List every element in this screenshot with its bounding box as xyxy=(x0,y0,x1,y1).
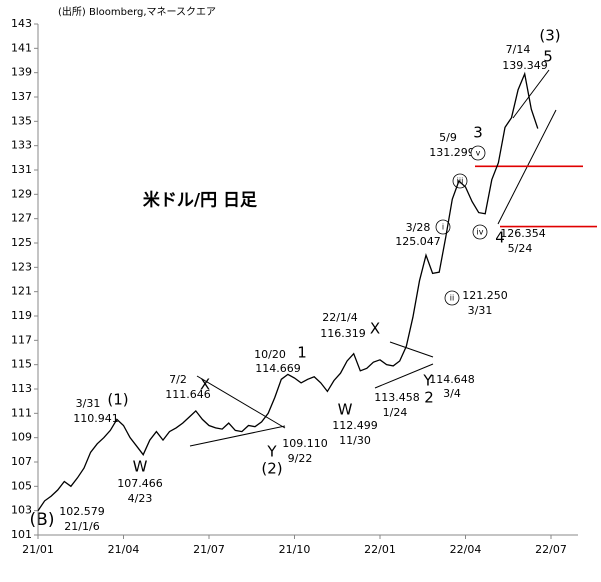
annotation: W xyxy=(338,401,353,419)
x-tick-label: 21/04 xyxy=(108,543,140,556)
annotation: 7/2 xyxy=(169,373,187,386)
x-tick-label: 22/04 xyxy=(450,543,482,556)
y-tick-label: 103 xyxy=(11,504,32,517)
y-tick-label: 131 xyxy=(11,163,32,176)
annotation: 126.354 xyxy=(500,227,546,240)
y-tick-label: 117 xyxy=(11,333,32,346)
x-tick-label: 21/01 xyxy=(22,543,54,556)
annotation: 121.250 xyxy=(462,289,508,302)
y-tick-label: 109 xyxy=(11,431,32,444)
annotation: 3/31 xyxy=(468,304,493,317)
wave-circle xyxy=(470,145,486,161)
wave-circle xyxy=(444,290,460,306)
y-tick-label: 123 xyxy=(11,260,32,273)
annotation: 116.319 xyxy=(320,327,366,340)
annotation: 7/14 xyxy=(506,43,531,56)
annotation: 1 xyxy=(297,344,307,362)
y-tick-label: 143 xyxy=(11,17,32,30)
annotation: (B) xyxy=(30,510,55,530)
y-tick-label: 133 xyxy=(11,139,32,152)
annotation: 10/20 xyxy=(254,348,286,361)
annotation: (2) xyxy=(261,460,282,478)
annotation: 111.646 xyxy=(165,388,211,401)
annotation: ii xyxy=(450,294,454,303)
annotation: Y xyxy=(266,443,277,461)
annotations: (B) 102.57921/1/63/31110.941(1)W107.4664/… xyxy=(30,27,561,534)
x-tick-label: 21/07 xyxy=(193,543,225,556)
annotation: 112.499 xyxy=(332,419,378,432)
annotation: 9/22 xyxy=(288,452,313,465)
chart-title: 米ドル/円 日足 xyxy=(143,190,257,211)
y-tick-label: 127 xyxy=(11,212,32,225)
annotation: 107.466 xyxy=(117,477,163,490)
y-tick-label: 121 xyxy=(11,285,32,298)
y-tick-label: 105 xyxy=(11,479,32,492)
annotation: i xyxy=(442,223,444,232)
wave-circle xyxy=(472,224,488,240)
annotation: 114.648 xyxy=(429,373,475,386)
annotation: 131.299 xyxy=(429,146,475,159)
annotation: 11/30 xyxy=(339,434,371,447)
y-tick-label: 135 xyxy=(11,114,32,127)
annotation: X xyxy=(200,376,210,394)
y-tick-label: 129 xyxy=(11,187,32,200)
annotation: 113.458 xyxy=(374,391,420,404)
annotation: W xyxy=(133,458,148,476)
y-tick-label: 113 xyxy=(11,382,32,395)
trendline xyxy=(389,341,434,358)
annotation: 4 xyxy=(495,229,505,247)
annotation: v xyxy=(476,149,481,158)
y-tick-label: 111 xyxy=(11,406,32,419)
annotation: 110.941 xyxy=(73,412,119,425)
y-tick-label: 115 xyxy=(11,358,32,371)
annotation: 1/24 xyxy=(383,406,408,419)
annotation: Y xyxy=(422,372,433,390)
trendline xyxy=(196,375,286,429)
y-tick-label: 107 xyxy=(11,455,32,468)
annotation: 102.579 xyxy=(59,505,105,518)
annotation: 4/23 xyxy=(128,492,153,505)
annotation: 5/24 xyxy=(508,242,533,255)
y-tick-label: 141 xyxy=(11,41,32,54)
source: (出所) Bloomberg,マネースクエア xyxy=(58,5,216,18)
annotation: 114.669 xyxy=(255,362,301,375)
annotation: 5 xyxy=(543,48,553,66)
y-tick-label: 139 xyxy=(11,66,32,79)
y-tick-label: 125 xyxy=(11,236,32,249)
x-tick-label: 21/10 xyxy=(279,543,311,556)
annotation: (1) xyxy=(107,391,128,409)
x-tick-label: 22/01 xyxy=(364,543,396,556)
price-line xyxy=(37,71,539,512)
annotation: 3 xyxy=(473,124,483,142)
trendline xyxy=(374,363,434,389)
annotation: 5/9 xyxy=(439,131,457,144)
x-tick-label: 22/07 xyxy=(535,543,567,556)
trendline xyxy=(189,425,286,447)
annotation: 139.349 xyxy=(502,59,548,72)
annotation: 21/1/6 xyxy=(64,520,99,533)
annotation: (3) xyxy=(539,27,560,45)
annotation: 3/31 xyxy=(76,397,101,410)
annotation: iii xyxy=(457,177,464,186)
annotation: 125.047 xyxy=(395,235,441,248)
y-tick-label: 119 xyxy=(11,309,32,322)
trendline xyxy=(512,69,550,119)
annotation: 109.110 xyxy=(282,437,328,450)
annotation: 3/28 xyxy=(406,221,431,234)
annotation: X xyxy=(370,320,380,338)
annotation: 3/4 xyxy=(443,387,461,400)
annotation: 22/1/4 xyxy=(322,311,357,324)
annotation: iv xyxy=(477,228,484,237)
annotation: 2 xyxy=(424,389,434,407)
y-tick-label: 137 xyxy=(11,90,32,103)
y-tick-label: 101 xyxy=(11,528,32,541)
